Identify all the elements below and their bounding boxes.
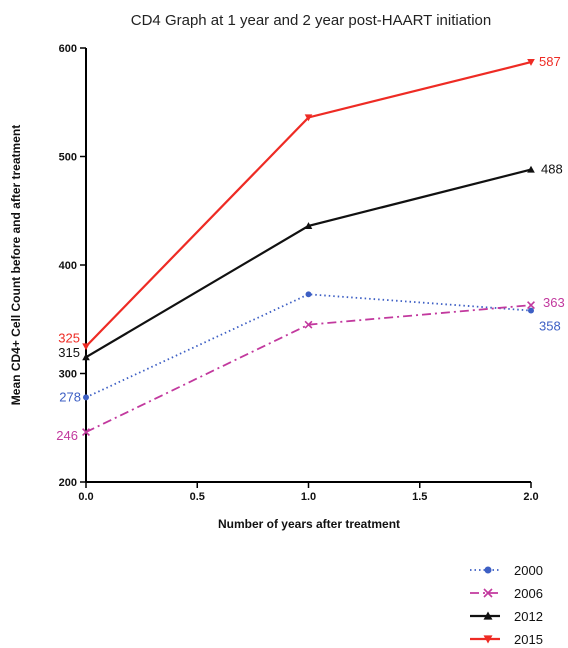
data-point-2006-2 [527,301,535,310]
data-label-2012-0: 315 [58,345,80,360]
series-2006: 246 363 [56,295,564,443]
data-point-2012-1 [304,222,313,229]
legend: 2000 2006 2012 2015 [470,563,543,647]
data-point-2006-0 [82,428,90,437]
y-tick-label: 600 [59,43,77,55]
legend-label-2000: 2000 [514,563,543,578]
chart-title: CD4 Graph at 1 year and 2 year post-HAAR… [131,12,491,29]
y-tick-label: 500 [59,152,77,164]
series-2000: 278 358 [59,291,561,404]
legend-label-2012: 2012 [514,609,543,624]
data-point-2000-0 [83,394,89,401]
legend-item-2015: 2015 [470,632,543,647]
series-line-2015 [85,61,532,348]
data-label-2012-2: 488 [541,162,563,177]
legend-label-2015: 2015 [514,632,543,647]
y-tick-label: 200 [59,477,77,489]
x-tick-label: 2.0 [523,491,538,503]
series-2012: 315 488 [58,162,563,361]
x-tick-label: 0.5 [190,491,205,503]
axes: 200 300 400 500 600 0.0 0.5 1.0 1.5 2.0 [59,43,539,503]
data-point-2015-2 [527,59,535,66]
data-point-2000-2 [528,307,534,314]
y-tick-label: 400 [59,260,77,272]
legend-marker-2000 [484,566,492,574]
legend-marker-2006 [483,588,493,598]
series-layer: 278 358 246 363 315 488 325 587 [56,54,564,443]
x-axis-title: Number of years after treatment [218,517,400,531]
legend-item-2012: 2012 [470,609,543,624]
legend-marker-2012 [483,611,493,620]
legend-item-2000: 2000 [470,563,543,578]
y-axis-title: Mean CD4+ Cell Count before and after tr… [9,125,23,405]
y-tick-label: 300 [59,369,77,381]
series-line-2000 [85,293,532,399]
data-point-2000-1 [305,291,312,298]
data-label-2006-2: 363 [543,295,565,310]
x-tick-label: 0.0 [78,491,93,503]
x-tick-label: 1.5 [412,491,427,503]
legend-label-2006: 2006 [514,586,543,601]
data-point-2015-0 [82,343,90,351]
legend-marker-2015 [483,635,493,644]
series-line-2012 [85,168,532,359]
x-tick-label: 1.0 [301,491,316,503]
data-label-2000-0: 278 [59,389,81,404]
data-label-2006-0: 246 [56,428,78,443]
data-point-2012-0 [82,353,90,361]
data-label-2015-0: 325 [58,330,80,345]
legend-item-2006: 2006 [470,586,543,601]
data-label-2000-2: 358 [539,319,561,334]
series-2015: 325 587 [58,54,561,351]
data-label-2015-2: 587 [539,54,561,69]
data-point-2012-2 [527,165,535,173]
data-point-2006-1 [304,320,313,329]
data-point-2015-1 [304,114,313,122]
